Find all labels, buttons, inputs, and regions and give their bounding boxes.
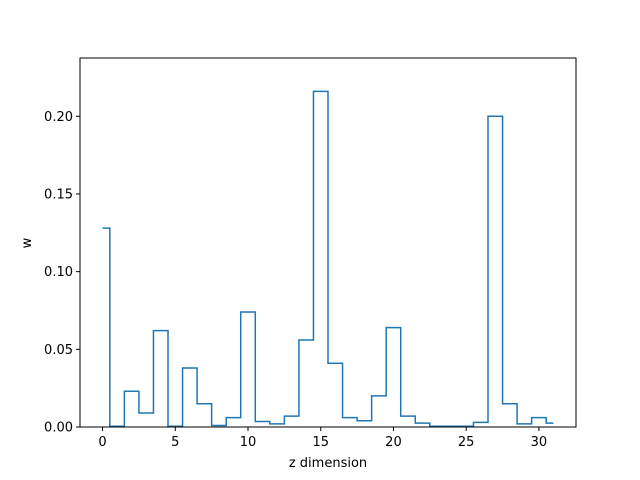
y-axis-label: w — [20, 237, 35, 248]
series-layer — [102, 90, 554, 427]
y-tick-label: 0.00 — [44, 421, 73, 436]
y-axis-ticks: 0.00 0.05 0.10 0.15 0.20 — [44, 110, 80, 436]
x-axis-ticks: 0 5 10 15 20 25 30 — [98, 427, 547, 450]
x-axis-label: z dimension — [289, 456, 367, 471]
y-tick-label: 0.05 — [44, 343, 73, 358]
series-line-0 — [102, 90, 554, 427]
y-tick-label: 0.10 — [44, 265, 73, 280]
y-tick-label: 0.20 — [44, 110, 73, 125]
x-tick-label: 5 — [171, 435, 179, 450]
plot-frame — [79, 57, 577, 428]
x-tick-label: 25 — [458, 435, 475, 450]
x-tick-label: 10 — [240, 435, 257, 450]
y-tick-label: 0.15 — [44, 187, 73, 202]
x-tick-label: 20 — [385, 435, 402, 450]
x-tick-label: 15 — [312, 435, 329, 450]
x-tick-label: 0 — [98, 435, 106, 450]
x-tick-label: 30 — [531, 435, 548, 450]
